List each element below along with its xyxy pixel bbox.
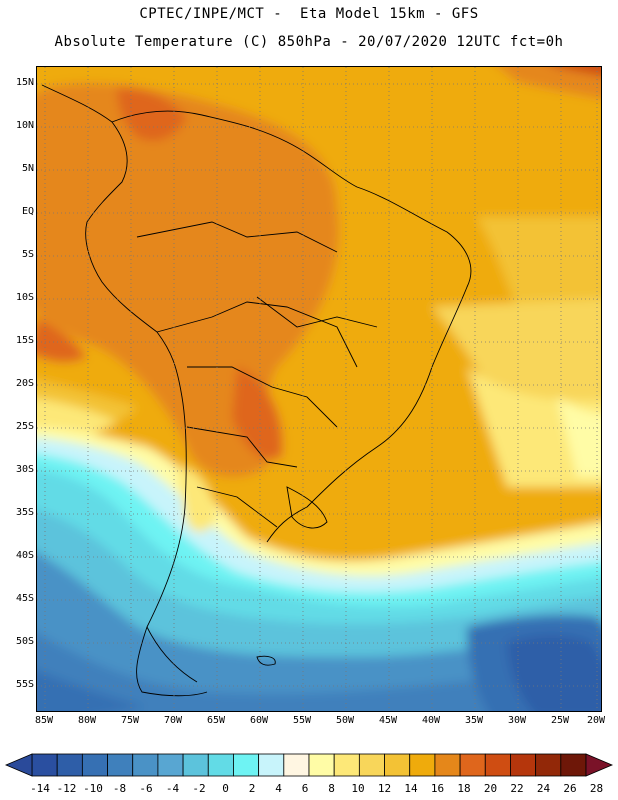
lat-label-10s: 10S xyxy=(15,292,34,303)
title-line-1: CPTEC/INPE/MCT - Eta Model 15km - GFS xyxy=(139,6,479,22)
lon-label-55w: 55W xyxy=(292,715,312,726)
colorbar-cell xyxy=(484,753,511,777)
lat-label-40s: 40S xyxy=(15,550,34,561)
lat-label-45s: 45S xyxy=(15,593,34,604)
coastlines xyxy=(41,84,472,697)
colorbar-tick-label: -8 xyxy=(112,782,127,795)
colorbar-tick-label: 26 xyxy=(563,782,577,795)
map-panel[interactable] xyxy=(36,66,602,712)
lon-label-85w: 85W xyxy=(34,715,54,726)
colorbar-tick-label: -4 xyxy=(165,782,180,795)
lon-label-45w: 45W xyxy=(378,715,398,726)
colorbar-cell xyxy=(333,753,360,777)
lon-label-35w: 35W xyxy=(464,715,484,726)
colorbar-tick-label: 6 xyxy=(301,782,309,795)
colorbar-tick-label: 18 xyxy=(457,782,471,795)
lat-label-eq: EQ xyxy=(21,206,34,217)
colorbar-cell xyxy=(535,753,562,777)
colorbar-tick-label: -2 xyxy=(192,782,206,795)
colorbar-cell xyxy=(81,753,108,777)
lon-label-30w: 30W xyxy=(507,715,527,726)
lat-label-5n: 5N xyxy=(21,163,34,174)
colorbar-tick-label: 2 xyxy=(248,782,256,795)
colorbar-tick-label: 8 xyxy=(328,782,335,795)
colorbar-cell xyxy=(132,753,159,777)
lat-label-35s: 35S xyxy=(15,507,34,518)
colorbar-under-arrow xyxy=(4,753,33,777)
colorbar-over-arrow xyxy=(585,753,614,777)
colorbar-tick-label: 12 xyxy=(377,782,392,795)
colorbar-tick-label: -6 xyxy=(139,782,153,795)
colorbar-tick-label: 24 xyxy=(536,782,551,795)
colorbar-tick-label: 10 xyxy=(351,782,365,795)
lon-label-65w: 65W xyxy=(206,715,226,726)
colorbar-cell xyxy=(459,753,486,777)
colorbar-tick-label: 0 xyxy=(222,782,229,795)
lon-label-20w: 20W xyxy=(586,715,606,726)
colorbar-tick-label: 16 xyxy=(430,782,445,795)
lon-label-80w: 80W xyxy=(77,715,97,726)
colorbar-cell xyxy=(157,753,184,777)
lon-label-70w: 70W xyxy=(163,715,183,726)
colorbar xyxy=(4,753,614,777)
colorbar-cell xyxy=(56,753,83,777)
lat-label-20s: 20S xyxy=(15,378,34,389)
colorbar-cell xyxy=(409,753,436,777)
lat-label-25s: 25S xyxy=(15,421,34,432)
lat-label-55s: 55S xyxy=(15,679,34,690)
colorbar-tick-label: -14 xyxy=(30,782,50,795)
lon-label-75w: 75W xyxy=(120,715,140,726)
temperature-map xyxy=(37,67,601,711)
colorbar-tick-label: 4 xyxy=(275,782,282,795)
colorbar-tick-label: -10 xyxy=(83,782,103,795)
lat-label-30s: 30S xyxy=(15,464,34,475)
colorbar-cell xyxy=(358,753,385,777)
colorbar-cell xyxy=(283,753,310,777)
colorbar-cell xyxy=(107,753,134,777)
title-line-2: Absolute Temperature (C) 850hPa - 20/07/… xyxy=(54,34,564,50)
colorbar-cell xyxy=(258,753,285,777)
colorbar-cell xyxy=(182,753,209,777)
colorbar-cell xyxy=(308,753,335,777)
colorbar-tick-label: 28 xyxy=(589,782,604,795)
lat-label-50s: 50S xyxy=(15,636,34,647)
colorbar-cell xyxy=(207,753,234,777)
colorbar-cell xyxy=(31,753,58,777)
colorbar-tick-label: -12 xyxy=(56,782,77,795)
colorbar-cell xyxy=(384,753,411,777)
lon-label-40w: 40W xyxy=(421,715,441,726)
colorbar-tick-label: 22 xyxy=(510,782,524,795)
lon-label-50w: 50W xyxy=(335,715,355,726)
lat-label-10n: 10N xyxy=(15,120,34,131)
lat-label-5s: 5S xyxy=(21,249,34,260)
colorbar-tick-label: 20 xyxy=(483,782,498,795)
colorbar-cell xyxy=(510,753,537,777)
lat-label-15n: 15N xyxy=(15,77,34,88)
colorbar-cell xyxy=(233,753,260,777)
colorbar-cell xyxy=(434,753,461,777)
colorbar-cell xyxy=(560,753,587,777)
lon-label-60w: 60W xyxy=(249,715,269,726)
lon-label-25w: 25W xyxy=(550,715,570,726)
lat-label-15s: 15S xyxy=(15,335,34,346)
colorbar-tick-label: 14 xyxy=(404,782,418,795)
